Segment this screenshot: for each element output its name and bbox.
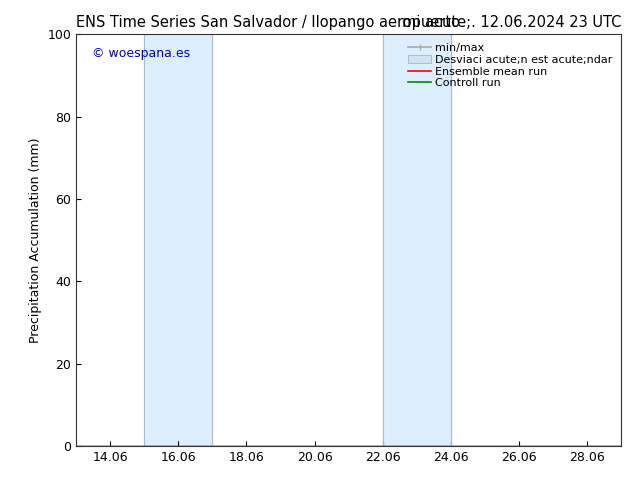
Bar — [383, 34, 451, 446]
Text: © woespana.es: © woespana.es — [93, 47, 191, 60]
Y-axis label: Precipitation Accumulation (mm): Precipitation Accumulation (mm) — [29, 137, 42, 343]
Legend: min/max, Desviaci acute;n est acute;ndar, Ensemble mean run, Controll run: min/max, Desviaci acute;n est acute;ndar… — [405, 40, 616, 92]
Text: ENS Time Series San Salvador / Ilopango aeropuerto: ENS Time Series San Salvador / Ilopango … — [76, 15, 460, 30]
Bar — [144, 34, 212, 446]
Text: mi acute;. 12.06.2024 23 UTC: mi acute;. 12.06.2024 23 UTC — [402, 15, 621, 30]
